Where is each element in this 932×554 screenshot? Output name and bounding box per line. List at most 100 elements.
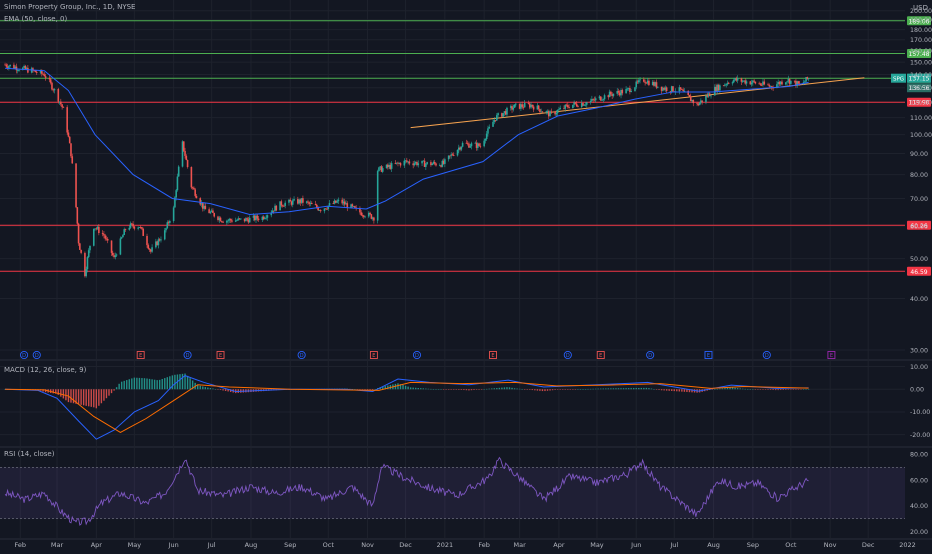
candle-body	[781, 81, 783, 85]
macd-histogram-bar	[688, 389, 691, 393]
candle-body	[648, 80, 650, 86]
candle-body	[527, 102, 530, 104]
price-tick-label: 30.00	[910, 347, 928, 354]
candle-body	[716, 85, 719, 92]
macd-histogram-bar	[610, 388, 612, 390]
candle-body	[51, 82, 53, 90]
candle-body	[66, 107, 68, 133]
candle-body	[270, 212, 273, 216]
candle-body	[388, 164, 390, 167]
candle-body	[169, 220, 171, 223]
x-tick-label: 2021	[437, 541, 454, 549]
candle-body	[805, 77, 807, 82]
candle-body	[635, 81, 638, 88]
macd-histogram-bar	[513, 388, 516, 390]
macd-histogram-bar	[496, 388, 498, 390]
macd-histogram-bar	[420, 388, 422, 390]
macd-histogram-bar	[764, 389, 767, 390]
macd-histogram-bar	[123, 380, 125, 390]
macd-histogram-bar	[589, 388, 592, 390]
candle-body	[122, 235, 124, 238]
macd-histogram-bar	[366, 389, 369, 391]
macd-histogram-bar	[607, 388, 610, 390]
candle-body	[663, 87, 665, 90]
candle-body	[558, 109, 560, 111]
candle-body	[654, 82, 657, 86]
candle-body	[147, 245, 150, 249]
macd-histogram-bar	[767, 389, 769, 390]
candle-body	[184, 150, 186, 156]
candle-body	[646, 80, 649, 84]
macd-histogram-bar	[95, 389, 98, 409]
price-tick-label: 200.00	[910, 8, 932, 15]
macd-histogram-bar	[518, 388, 521, 390]
macd-histogram-bar	[133, 377, 136, 390]
candle-body	[342, 201, 345, 204]
candle-body	[559, 107, 561, 110]
candle-body	[733, 79, 735, 83]
macd-histogram-bar	[774, 389, 777, 391]
macd-histogram-bar	[186, 375, 189, 390]
candle-body	[740, 78, 743, 82]
candle-body	[550, 111, 553, 113]
price-tick-label: 130.00	[910, 85, 932, 92]
candle-body	[759, 83, 762, 85]
macd-histogram-bar	[721, 388, 724, 390]
candle-body	[634, 87, 636, 91]
candle-body	[219, 217, 222, 222]
macd-histogram-bar	[777, 389, 779, 391]
macd-histogram-bar	[759, 389, 762, 390]
macd-histogram-bar	[554, 389, 556, 390]
earnings-marker-letter: E	[139, 353, 142, 359]
candle-body	[25, 67, 28, 70]
macd-histogram-bar	[57, 389, 60, 395]
macd-histogram-bar	[430, 388, 432, 390]
macd-histogram-bar	[445, 389, 447, 390]
candle-body	[208, 209, 210, 214]
candle-body	[68, 136, 71, 144]
macd-histogram-bar	[369, 389, 371, 391]
candle-body	[501, 113, 503, 117]
macd-histogram-bar	[427, 388, 430, 390]
candle-body	[351, 204, 354, 207]
candle-body	[291, 200, 294, 205]
macd-histogram-bar	[729, 387, 731, 390]
candle-body	[155, 241, 157, 248]
candle-body	[461, 142, 464, 147]
candle-body	[423, 160, 426, 167]
candle-body	[479, 145, 482, 147]
candle-body	[564, 104, 567, 109]
candle-body	[681, 89, 683, 91]
candle-body	[199, 198, 202, 205]
level-badge	[907, 48, 931, 58]
candle-body	[474, 142, 477, 144]
candle-body	[644, 81, 646, 83]
macd-histogram-bar	[734, 387, 736, 390]
candle-body	[591, 98, 593, 102]
macd-histogram-bar	[549, 389, 551, 391]
candle-body	[222, 221, 224, 223]
macd-histogram-bar	[564, 389, 566, 390]
candle-body	[30, 68, 33, 73]
candle-body	[691, 99, 693, 102]
macd-histogram-bar	[752, 389, 754, 390]
macd-histogram-bar	[110, 389, 113, 394]
candle-body	[795, 80, 797, 86]
candle-body	[546, 111, 549, 112]
macd-histogram-bar	[65, 389, 67, 401]
candle-body	[101, 233, 104, 235]
rsi-panel[interactable]	[0, 456, 905, 526]
macd-histogram-bar	[465, 389, 468, 391]
candle-body	[138, 227, 141, 228]
candle-body	[584, 104, 587, 106]
macd-histogram-bar	[800, 389, 802, 390]
macd-histogram-bar	[625, 388, 627, 390]
candle-body	[521, 104, 523, 107]
price-panel[interactable]: 189.06157.48137.15119.9060.2646.59SPG137…	[0, 16, 931, 360]
macd-histogram-bar	[524, 389, 526, 390]
candle-body	[625, 89, 627, 94]
macd-panel[interactable]	[4, 373, 810, 440]
macd-histogram-bar	[802, 389, 805, 390]
